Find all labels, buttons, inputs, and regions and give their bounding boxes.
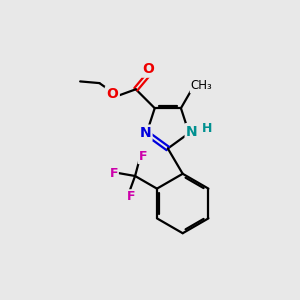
Text: N: N xyxy=(139,126,151,140)
Text: CH₃: CH₃ xyxy=(191,80,212,92)
Text: F: F xyxy=(139,150,147,163)
Text: N: N xyxy=(186,124,198,139)
Text: O: O xyxy=(142,62,154,76)
Text: F: F xyxy=(110,167,118,180)
Text: F: F xyxy=(127,190,135,203)
Text: H: H xyxy=(202,122,213,135)
Text: O: O xyxy=(106,87,118,101)
